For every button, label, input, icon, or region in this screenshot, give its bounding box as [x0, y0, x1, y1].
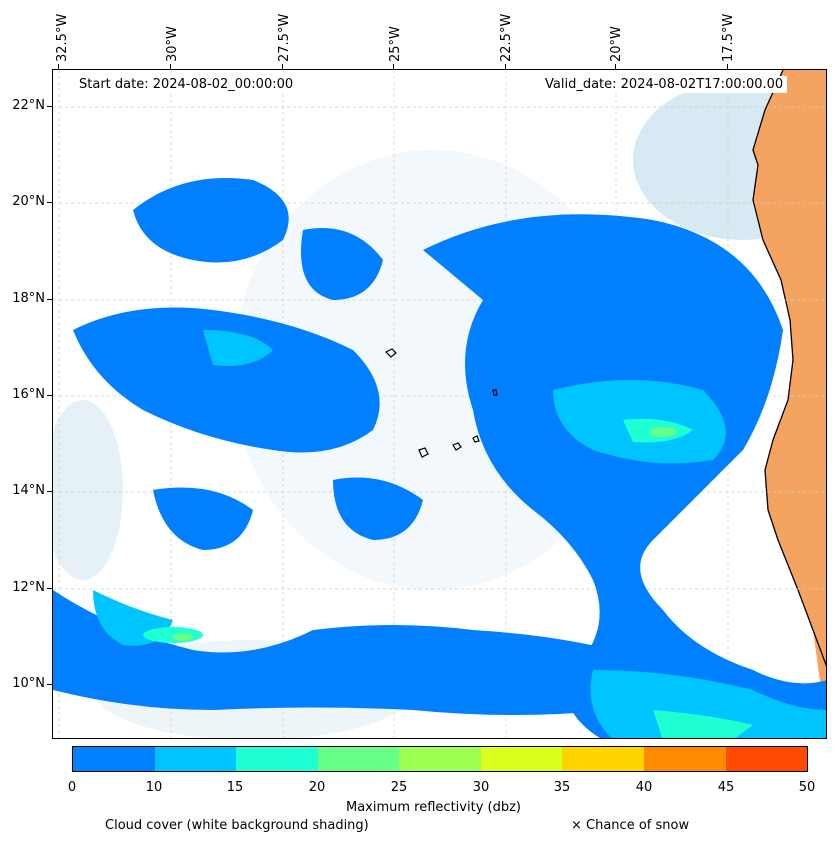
lat-tick: [47, 299, 52, 300]
lat-label-16n: 16°N: [12, 387, 45, 402]
colorbar: [72, 746, 808, 772]
colorbar-tick-10: 10: [145, 780, 163, 795]
lat-label-14n: 14°N: [12, 483, 45, 498]
lat-tick: [47, 491, 52, 492]
lon-tick: [393, 64, 394, 69]
lon-label-30w: 30°W: [165, 26, 180, 62]
lon-tick: [727, 64, 728, 69]
cloud-cover-legend: Cloud cover (white background shading): [105, 818, 369, 833]
lat-tick: [47, 395, 52, 396]
colorbar-tick-25: 25: [390, 780, 408, 795]
reflectivity-field-green: [173, 427, 677, 641]
lon-label-25w: 25°W: [388, 26, 403, 62]
lon-tick: [58, 64, 59, 69]
lat-tick: [47, 202, 52, 203]
colorbar-tick-0: 0: [67, 780, 77, 795]
colorbar-segment: [73, 747, 155, 771]
cape-verde-islands: [384, 348, 498, 458]
lon-label-22-5w: 22.5°W: [499, 13, 514, 62]
colorbar-tick-35: 35: [553, 780, 571, 795]
coastline: [752, 70, 826, 667]
lat-label-18n: 18°N: [12, 291, 45, 306]
colorbar-segment: [399, 747, 481, 771]
colorbar-segment: [643, 747, 726, 771]
colorbar-segment: [725, 747, 808, 771]
colorbar-tick-50: 50: [798, 780, 816, 795]
colorbar-tick-15: 15: [226, 780, 244, 795]
colorbar-tick-20: 20: [308, 780, 326, 795]
lat-label-22n: 22°N: [12, 98, 45, 113]
colorbar-tick-40: 40: [635, 780, 653, 795]
colorbar-tick-30: 30: [472, 780, 490, 795]
reflectivity-field: [53, 178, 826, 738]
africa-land: [753, 70, 826, 726]
map-canvas: [53, 70, 826, 738]
lon-tick: [170, 64, 171, 69]
lon-tick: [282, 64, 283, 69]
lat-label-12n: 12°N: [12, 580, 45, 595]
map-panel[interactable]: [52, 69, 827, 739]
colorbar-segment: [154, 747, 237, 771]
colorbar-segment: [236, 747, 318, 771]
start-date-label: Start date: 2024-08-02_00:00:00: [75, 76, 298, 93]
lon-label-20w: 20°W: [609, 26, 624, 62]
lon-label-17-5w: 17.5°W: [721, 13, 736, 62]
snow-legend: × Chance of snow: [571, 818, 690, 833]
lon-label-27-5w: 27.5°W: [277, 13, 292, 62]
lon-label-32-5w: 32.5°W: [55, 13, 70, 62]
lat-tick: [47, 588, 52, 589]
valid-date-label: Valid_date: 2024-08-02T17:00:00.00: [541, 76, 788, 93]
lat-tick: [47, 106, 52, 107]
lon-tick: [505, 64, 506, 69]
colorbar-segment: [480, 747, 563, 771]
lat-tick: [47, 684, 52, 685]
colorbar-segment: [317, 747, 400, 771]
colorbar-title: Maximum reflectivity (dbz): [346, 800, 521, 815]
lon-tick: [615, 64, 616, 69]
lat-label-20n: 20°N: [12, 194, 45, 209]
lat-label-10n: 10°N: [12, 676, 45, 691]
colorbar-tick-45: 45: [717, 780, 735, 795]
colorbar-segment: [562, 747, 644, 771]
